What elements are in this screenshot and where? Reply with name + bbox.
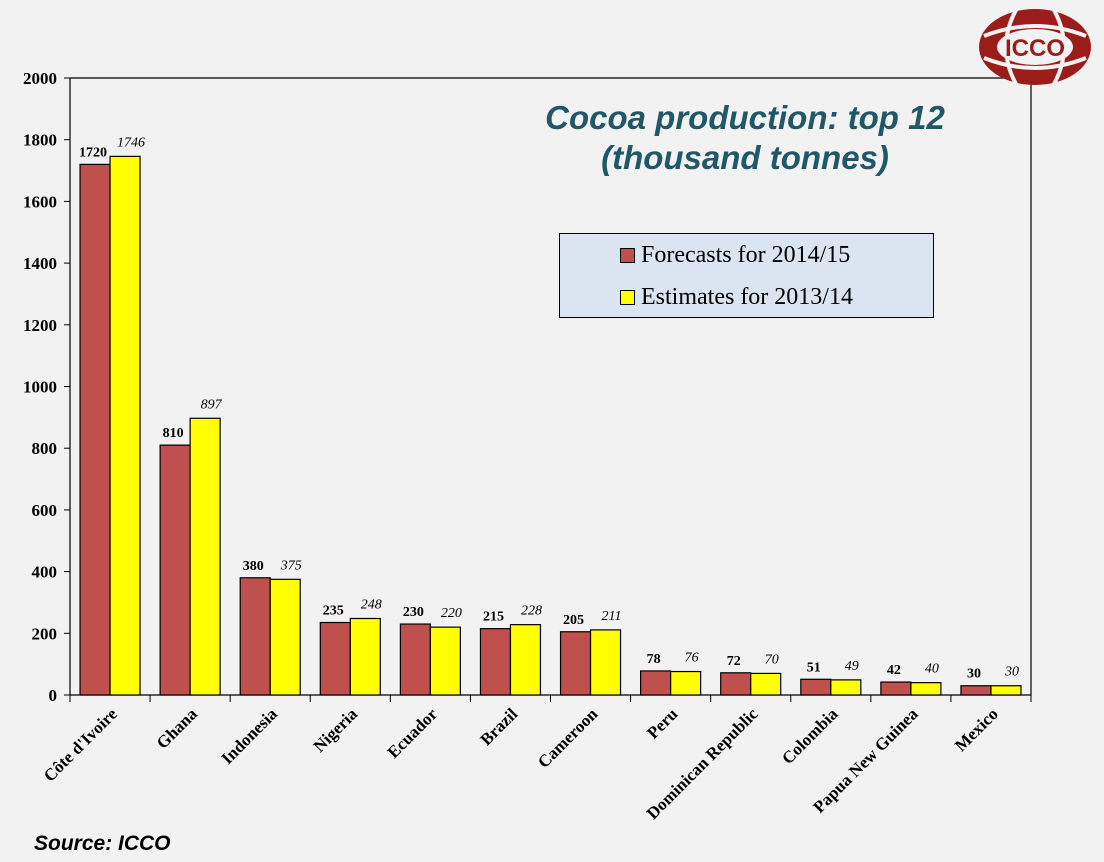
bar: [720, 672, 752, 696]
y-tick-label: 1600: [23, 192, 57, 211]
data-label: 1746: [117, 135, 145, 150]
chart-title-line-1: Cocoa production: top 12: [545, 99, 945, 136]
data-label: 211: [602, 609, 622, 624]
legend-swatch-estimates: [620, 290, 635, 305]
legend-item-estimates: Estimates for 2013/14: [620, 284, 853, 311]
source-note: Source: ICCO: [34, 832, 171, 855]
data-label: 40: [925, 662, 939, 677]
data-label: 1720: [79, 145, 107, 160]
x-tick-labels: Côte d'Ivoire Ghana Indonesia Nigeria Ecuado…: [40, 704, 1002, 823]
bar: [349, 617, 381, 696]
axes: [64, 77, 1032, 702]
bar: [750, 672, 782, 696]
x-tick-label: Nigeria: [310, 704, 362, 756]
icco-logo: ICCO: [979, 9, 1091, 85]
x-tick-label: Indonesia: [217, 704, 281, 768]
data-label: 205: [563, 613, 584, 628]
bar: [79, 163, 111, 696]
x-tick-label: Ghana: [153, 704, 202, 753]
x-tick-label: Ecuador: [384, 704, 442, 762]
data-label: 51: [807, 660, 821, 675]
y-tick-label: 600: [32, 501, 58, 520]
x-tick-label: Peru: [643, 704, 681, 742]
bar: [589, 629, 622, 696]
data-label: 76: [685, 651, 699, 666]
y-tick-labels: 0 200 400 600 800 1000 1200 1400 1600 1800 2000: [23, 69, 57, 705]
y-tick-label: 200: [32, 624, 58, 643]
data-label: 220: [441, 606, 462, 621]
bar: [269, 578, 301, 696]
y-tick-label: 2000: [23, 69, 57, 88]
data-label: 30: [967, 667, 981, 682]
y-tick-label: 1000: [23, 378, 57, 397]
data-label: 248: [361, 597, 382, 612]
x-tick-label: Cameroon: [534, 704, 602, 772]
y-tick-label: 800: [32, 439, 58, 458]
data-label: 375: [280, 558, 302, 573]
bar: [990, 685, 1022, 696]
bar: [670, 670, 702, 696]
y-tick-label: 1400: [23, 254, 57, 273]
bar: [159, 444, 191, 696]
bar: [640, 670, 672, 696]
data-label: 897: [201, 397, 223, 412]
x-tick-label: Côte d'Ivoire: [40, 704, 121, 785]
x-tick-label: Mexico: [951, 704, 1002, 755]
chart-title: Cocoa production: top 12 (thousand tonne…: [500, 98, 990, 178]
data-label: 78: [647, 652, 661, 667]
data-label: 72: [727, 654, 741, 669]
bar: [960, 685, 992, 696]
bar: [509, 624, 542, 696]
bar: [800, 678, 832, 696]
data-label: 49: [845, 659, 859, 674]
bar: [559, 631, 592, 696]
bar: [429, 626, 461, 696]
logo-text: ICCO: [1005, 35, 1065, 62]
y-tick-label: 400: [32, 563, 58, 582]
data-label: 230: [403, 605, 424, 620]
y-tick-label: 1800: [23, 131, 57, 150]
legend-item-forecasts: Forecasts for 2014/15: [620, 242, 850, 269]
legend: Forecasts for 2014/15 Estimates for 2013…: [559, 233, 934, 318]
data-label: 810: [163, 426, 184, 441]
bar: [880, 681, 912, 696]
bar: [109, 155, 141, 696]
bar: [479, 628, 512, 696]
bars: [79, 155, 1022, 696]
data-label: 228: [521, 604, 542, 619]
data-label: 42: [887, 663, 901, 678]
bar: [239, 577, 271, 696]
legend-label-estimates: Estimates for 2013/14: [641, 284, 853, 310]
data-labels: 1720 1746 810 897 380 375 235 248 230 220 215 228 20…: [79, 135, 1019, 681]
data-label: 235: [323, 604, 344, 619]
bar: [319, 621, 351, 696]
chart-title-line-2: (thousand tonnes): [601, 139, 889, 176]
bar: [189, 417, 221, 696]
legend-label-forecasts: Forecasts for 2014/15: [641, 242, 851, 268]
x-tick-label: Brazil: [476, 704, 521, 749]
y-tick-label: 1200: [23, 316, 57, 335]
bar: [910, 682, 942, 696]
legend-swatch-forecasts: [620, 248, 635, 263]
bar: [399, 623, 431, 696]
bar: [830, 679, 862, 696]
data-label: 70: [765, 652, 779, 667]
data-label: 30: [1004, 665, 1019, 680]
data-label: 380: [243, 559, 264, 574]
data-label: 215: [483, 610, 504, 625]
y-tick-label: 0: [49, 686, 58, 705]
x-tick-label: Colombia: [778, 704, 842, 768]
